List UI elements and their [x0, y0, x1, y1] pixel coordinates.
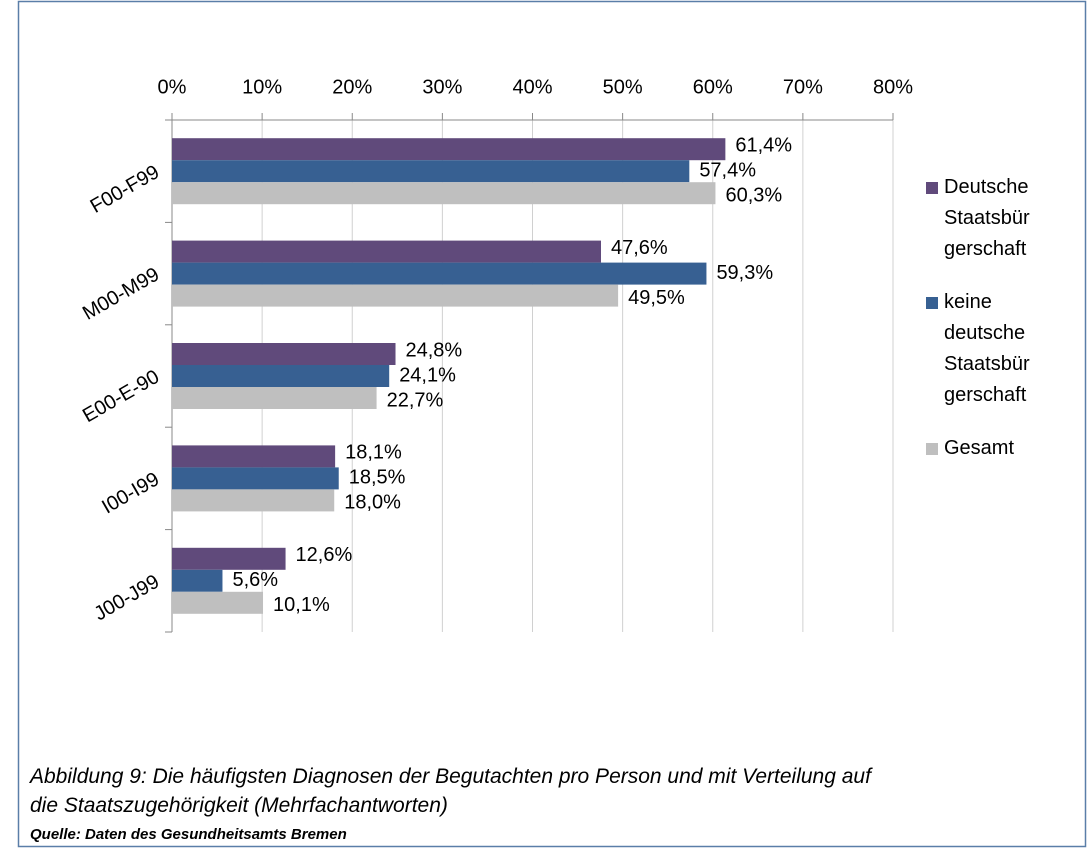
x-tick-label: 80% [873, 76, 913, 98]
data-label: 22,7% [387, 389, 444, 411]
bar [172, 387, 377, 409]
bar [172, 240, 601, 263]
source: Quelle: Daten des Gesundheitsamts Bremen [30, 826, 347, 843]
legend-label: Gesamt [944, 437, 1015, 459]
y-tick-label: E00-E-90 [79, 366, 163, 427]
legend-entry: Deutsche Staatsbürgerschaft [926, 172, 1030, 265]
bar [172, 284, 619, 307]
data-label: 18,0% [344, 492, 401, 514]
bar [172, 160, 690, 183]
y-tick-label: J00-J99 [91, 571, 164, 626]
data-label: 24,1% [399, 364, 456, 386]
bar [172, 591, 264, 614]
data-label: 10,1% [273, 594, 330, 616]
frame [17, 0, 1087, 848]
x-tick-label: 20% [332, 76, 372, 98]
y-tick-label: I00-I99 [98, 468, 163, 518]
bar [172, 467, 339, 490]
data-label: 5,6% [232, 569, 278, 591]
data-label: 61,4% [735, 134, 792, 156]
legend-label: Deutsche Staatsbürgerschaft [944, 176, 1030, 260]
legend-swatch [926, 182, 938, 194]
data-label: 24,8% [406, 339, 463, 361]
bar [172, 182, 716, 205]
bar [172, 262, 707, 285]
x-tick-label: 60% [693, 76, 733, 98]
data-label: 57,4% [699, 159, 756, 181]
legend-entry: keine deutsche Staatsbürgerschaft [926, 287, 1030, 411]
x-tick-label: 40% [512, 76, 552, 98]
data-label: 18,1% [345, 442, 402, 464]
bar [172, 365, 390, 387]
x-tick-label: 0% [158, 76, 187, 98]
bar [172, 569, 223, 592]
y-tick-label: F00-F99 [87, 161, 163, 218]
bar [172, 343, 396, 365]
data-label: 18,5% [349, 467, 406, 489]
data-label: 60,3% [725, 184, 782, 206]
y-tick-label: M00-M99 [79, 263, 163, 324]
x-tick-label: 70% [783, 76, 823, 98]
legend-label: keine deutsche Staatsbürgerschaft [944, 291, 1030, 406]
data-label: 59,3% [716, 262, 773, 284]
caption: Abbildung 9: Die häufigsten Diagnosen de… [30, 765, 871, 817]
x-tick-label: 50% [603, 76, 643, 98]
data-label: 12,6% [296, 544, 353, 566]
bar [172, 547, 286, 570]
bar [172, 489, 335, 512]
x-tick-label: 30% [422, 76, 462, 98]
legend: Deutsche Staatsbürgerschaft keine deutsch… [926, 172, 1030, 486]
bar [172, 445, 336, 468]
data-label: 47,6% [611, 237, 668, 259]
data-label: 49,5% [628, 287, 685, 309]
legend-swatch [926, 297, 938, 309]
bar [172, 138, 726, 161]
legend-swatch [926, 443, 938, 455]
x-tick-label: 10% [242, 76, 282, 98]
legend-entry: Gesamt [926, 433, 1030, 464]
